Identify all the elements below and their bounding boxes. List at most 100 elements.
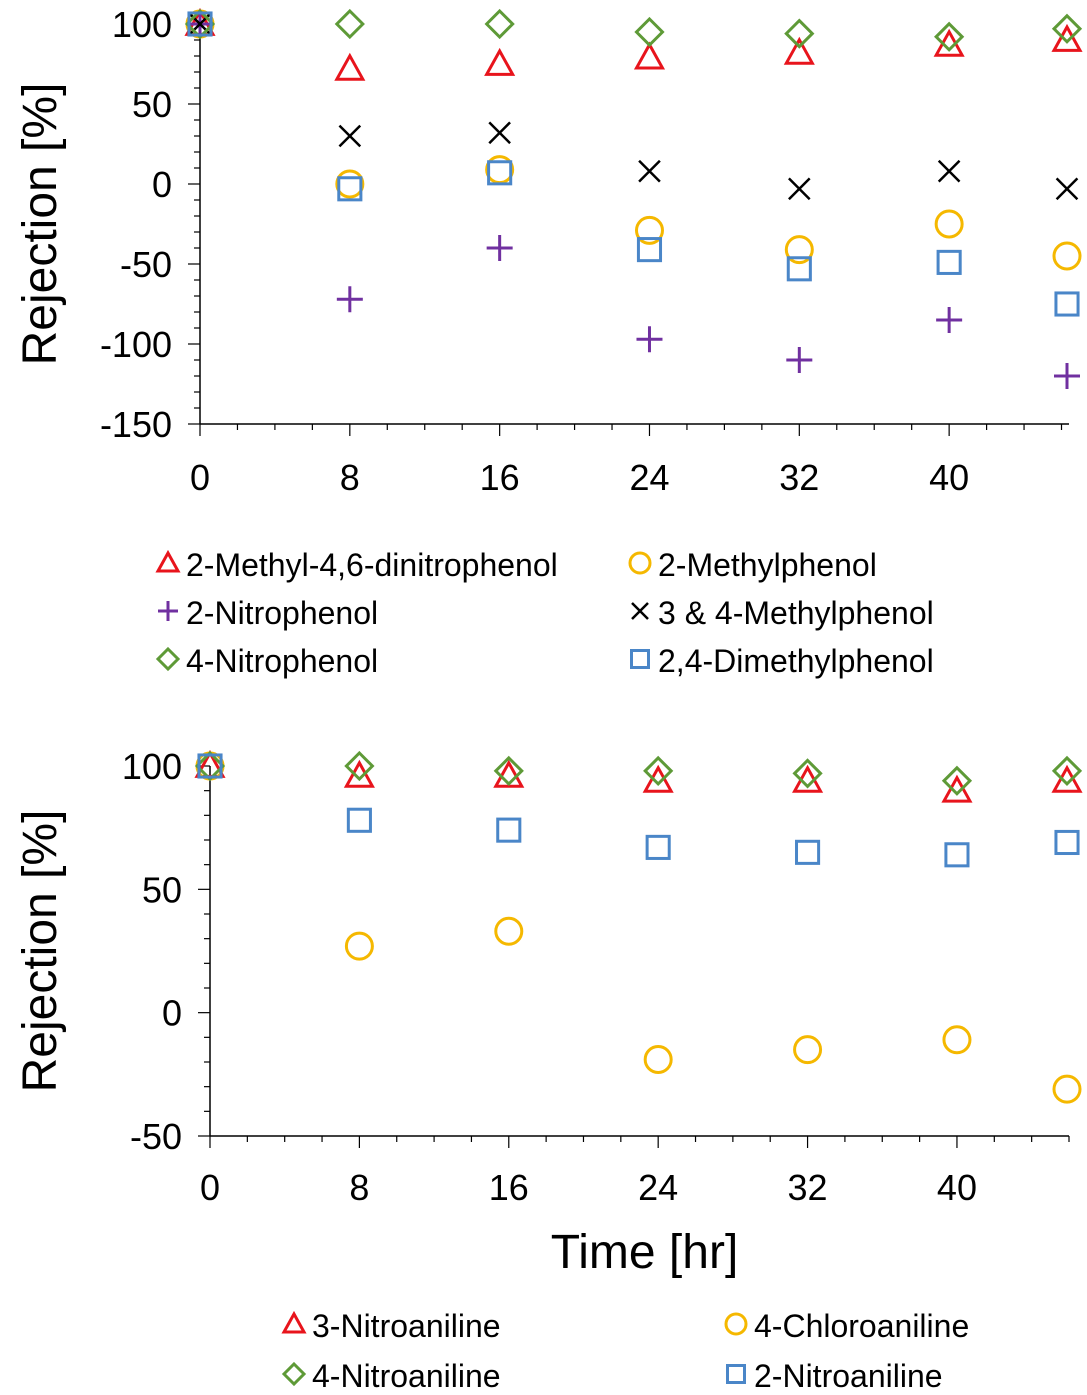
data-point	[344, 750, 375, 782]
data-point	[638, 159, 661, 183]
x-tick-label: 8	[340, 457, 360, 498]
y-tick-label: -50	[130, 1116, 182, 1157]
data-point	[484, 47, 516, 76]
data-point	[346, 807, 372, 833]
data-point	[336, 286, 363, 313]
data-point	[944, 842, 970, 868]
data-point	[941, 774, 973, 803]
legend-entry: 4-Nitrophenol	[155, 643, 378, 679]
x-tick-label: 32	[788, 1167, 828, 1208]
y-tick-label: -150	[100, 404, 172, 445]
y-tick-label: 50	[132, 84, 172, 125]
data-point	[788, 177, 811, 201]
legend-label: 3-Nitroaniline	[312, 1308, 501, 1344]
data-point	[194, 750, 226, 782]
data-point	[934, 209, 964, 239]
legend-marker	[281, 1310, 307, 1334]
legend-label: 2-Nitrophenol	[186, 595, 378, 631]
series-3	[194, 750, 1083, 796]
data-point	[795, 839, 821, 865]
legend-label: 2-Methylphenol	[658, 547, 877, 583]
legend-label: 2-Methyl-4,6-dinitrophenol	[186, 547, 558, 583]
legend-marker	[726, 1364, 746, 1384]
data-point	[1051, 755, 1083, 787]
y-tick-label: 0	[152, 164, 172, 205]
data-point	[1055, 177, 1079, 201]
legend-label: 4-Nitrophenol	[186, 643, 378, 679]
x-tick-label: 0	[200, 1167, 220, 1208]
x-tick-label: 16	[489, 1167, 529, 1208]
legend-entry: 2,4-Dimethylphenol	[630, 643, 934, 679]
chart-panel-1: 100 50 0 -50 -100 -150 0 8 16 24 32 40 Rejection [%]…	[14, 4, 1083, 679]
data-point	[184, 8, 216, 40]
data-point	[633, 41, 666, 70]
x-tick-label: 8	[349, 1167, 369, 1208]
x-axis-title: Time [hr]	[551, 1226, 739, 1279]
data-point	[338, 124, 362, 148]
legend-marker	[630, 649, 650, 669]
data-point	[642, 764, 674, 793]
data-point	[783, 36, 815, 65]
legend-marker	[281, 1361, 307, 1387]
x-tick-label: 32	[779, 457, 819, 498]
data-point	[334, 52, 366, 81]
data-point	[937, 159, 961, 183]
data-point	[645, 834, 671, 860]
data-point	[484, 8, 515, 40]
legend-label: 4-Nitroaniline	[312, 1358, 501, 1394]
data-point	[1054, 363, 1080, 389]
series-3	[187, 11, 1080, 389]
x-tick-label: 40	[929, 457, 969, 498]
legend-label: 2-Nitroaniline	[754, 1358, 943, 1394]
data-point	[1052, 241, 1082, 271]
data-point	[636, 237, 663, 263]
data-point	[1051, 23, 1083, 52]
y-axis-title: Rejection [%]	[14, 810, 67, 1093]
data-point	[1051, 13, 1083, 44]
data-point	[187, 11, 213, 37]
legend-marker	[631, 602, 649, 620]
legend-entry: 2-Nitrophenol	[158, 595, 378, 631]
series-2	[195, 751, 1082, 1104]
series-5	[184, 8, 1083, 52]
data-point	[494, 916, 524, 946]
x-tick-label: 40	[937, 1167, 977, 1208]
legend-entry: 4-Nitroaniline	[281, 1358, 501, 1394]
data-point	[1054, 291, 1080, 317]
x-tick-label: 16	[480, 457, 520, 498]
y-tick-label: 50	[142, 869, 182, 910]
x-tick-label: 24	[638, 1167, 678, 1208]
data-point	[1051, 764, 1083, 793]
data-point	[942, 1025, 972, 1055]
legend-label: 3 & 4-Methylphenol	[658, 595, 934, 631]
data-point	[936, 307, 963, 333]
data-point	[335, 169, 365, 199]
data-point	[643, 1045, 673, 1075]
y-tick-label: 100	[122, 746, 182, 787]
chart-panel-2: 100 50 0 -50 0 8 16 24 32 40 Rejection [%] Time [hr…	[14, 746, 1083, 1394]
data-point	[643, 755, 674, 787]
x-tick-label: 24	[629, 457, 669, 498]
legend-entry: 2-Nitroaniline	[726, 1358, 943, 1394]
data-point	[1054, 829, 1080, 856]
series-6	[187, 11, 1080, 317]
series-4	[197, 753, 1080, 868]
data-point	[634, 215, 664, 245]
data-point	[636, 326, 663, 353]
data-point	[488, 121, 511, 145]
legend-marker	[724, 1312, 748, 1336]
legend-entry: 3-Nitroaniline	[281, 1308, 501, 1344]
data-point	[793, 1035, 823, 1065]
legend-marker	[158, 601, 178, 621]
data-point	[941, 765, 973, 796]
data-point	[496, 817, 522, 843]
data-point	[936, 249, 962, 275]
data-point	[487, 160, 513, 186]
y-tick-label: -100	[100, 324, 172, 365]
legend-entry: 4-Chloroaniline	[724, 1308, 969, 1344]
data-point	[786, 256, 812, 282]
data-point	[493, 755, 524, 787]
data-point	[197, 753, 223, 779]
data-point	[786, 347, 813, 373]
